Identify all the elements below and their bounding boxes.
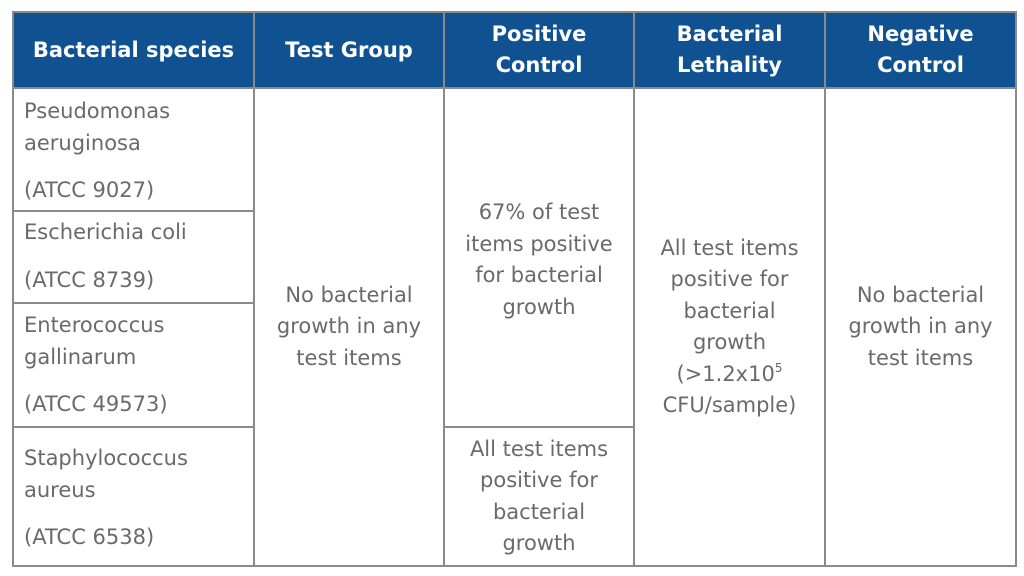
header-label-line: Positive	[491, 22, 587, 46]
exponent: 5	[774, 360, 783, 375]
text-line: for bacterial	[475, 263, 603, 287]
header-bacterial-lethality: Bacterial Lethality	[633, 11, 826, 89]
header-label-line: Negative	[867, 22, 974, 46]
text-line: items positive	[465, 231, 613, 256]
header-label-line: Lethality	[677, 53, 782, 77]
text-line: test items	[296, 345, 402, 370]
species-cell-escherichia: Escherichia coli (ATCC 8739)	[12, 210, 255, 304]
results-table: Bacterial species Test Group Positive Co…	[12, 11, 1017, 567]
text-line: growth in any	[848, 314, 993, 339]
text-line: growth	[502, 531, 576, 555]
species-atcc: (ATCC 8739)	[24, 267, 155, 292]
text-line: growth in any	[276, 314, 422, 339]
test-group-text: No bacterial growth in any test items	[255, 280, 443, 375]
header-label: Test Group	[285, 37, 413, 62]
text-line: growth	[502, 294, 576, 319]
species-cell-pseudomonas: Pseudomonas aeruginosa (ATCC 9027)	[12, 87, 255, 212]
positive-control-top-cell: 67% of test items positive for bacterial…	[443, 87, 635, 428]
text-line: No bacterial	[856, 282, 985, 307]
species-cell-staphylococcus: Staphylococcus aureus (ATCC 6538)	[12, 426, 255, 567]
text-line: bacterial	[683, 298, 776, 323]
header-positive-control: Positive Control	[443, 11, 635, 89]
header-negative-control: Negative Control	[824, 11, 1017, 89]
species-name: Staphylococcus	[24, 446, 188, 470]
text-line: CFU/sample)	[662, 393, 797, 417]
table-header-row: Bacterial species Test Group Positive Co…	[12, 11, 1017, 89]
species-atcc: (ATCC 49573)	[24, 392, 168, 416]
bacterial-lethality-text: All test items positive for bacterial gr…	[635, 233, 824, 422]
text-line: All test items	[660, 235, 799, 260]
text-line: 67% of test	[478, 200, 600, 224]
header-label-line: Control	[877, 53, 964, 77]
positive-control-top-text: 67% of test items positive for bacterial…	[445, 197, 633, 323]
table-row: Pseudomonas aeruginosa (ATCC 9027) No ba…	[12, 87, 1017, 567]
text-line: positive for	[480, 468, 598, 492]
header-label: Bacterial species	[32, 37, 235, 62]
header-bacterial-species: Bacterial species	[12, 11, 255, 89]
text-line: test items	[867, 345, 974, 370]
species-name: Pseudomonas	[24, 99, 171, 123]
species-name: Escherichia coli	[24, 220, 187, 244]
species-name: aureus	[24, 477, 96, 502]
bacterial-lethality-cell: All test items positive for bacterial gr…	[633, 87, 826, 567]
header-label-line: Control	[495, 53, 583, 77]
table-row: Enterococcus gallinarum (ATCC 49573)	[12, 302, 1016, 428]
header-label-line: Bacterial	[676, 22, 783, 46]
table-row: Escherichia coli (ATCC 8739)	[12, 210, 1016, 304]
positive-control-bottom-cell: All test items positive for bacterial gr…	[443, 426, 635, 567]
table-row: Staphylococcus aureus (ATCC 6538) All te…	[12, 426, 1016, 567]
negative-control-text: No bacterial growth in any test items	[826, 280, 1015, 375]
text-line: bacterial	[492, 499, 586, 524]
text-line: (>1.2x10	[676, 361, 775, 386]
test-group-cell: No bacterial growth in any test items	[253, 87, 445, 567]
species-atcc: (ATCC 9027)	[24, 178, 155, 202]
species-name: gallinarum	[24, 344, 137, 369]
species-atcc: (ATCC 6538)	[24, 525, 155, 549]
positive-control-bottom-text: All test items positive for bacterial gr…	[445, 434, 633, 560]
text-line: growth	[692, 330, 767, 354]
text-line: No bacterial	[285, 282, 413, 307]
header-test-group: Test Group	[253, 11, 445, 89]
text-line: positive for	[670, 267, 789, 291]
species-name: Enterococcus	[24, 313, 165, 337]
species-name: aeruginosa	[24, 130, 141, 155]
text-line: All test items	[469, 436, 609, 461]
negative-control-cell: No bacterial growth in any test items	[824, 87, 1017, 567]
species-cell-enterococcus: Enterococcus gallinarum (ATCC 49573)	[12, 302, 255, 428]
results-table-container: Bacterial species Test Group Positive Co…	[12, 11, 1017, 567]
